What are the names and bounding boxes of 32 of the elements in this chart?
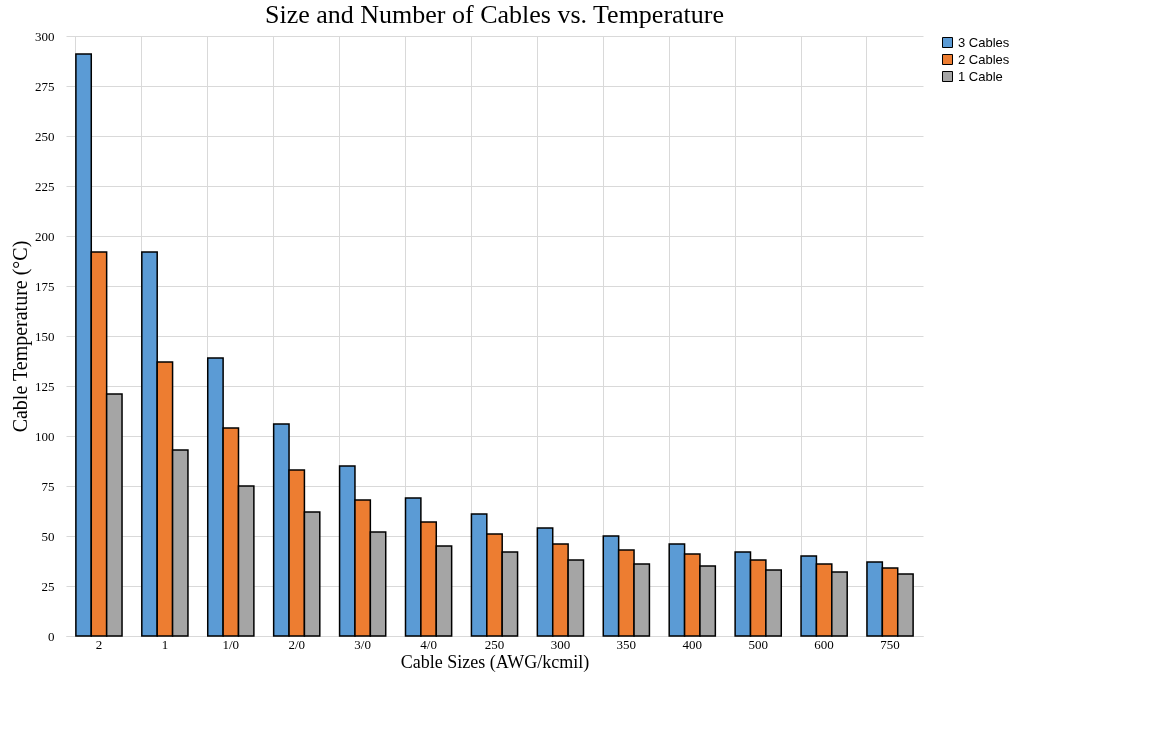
chart-title: Size and Number of Cables vs. Temperature — [264, 0, 725, 29]
y-tick-label: 25 — [41, 578, 55, 594]
y-tick-label: 175 — [35, 278, 55, 294]
y-tick-label: 75 — [41, 478, 55, 494]
y-tick-label: 50 — [41, 528, 55, 544]
x-tick-label: 3/0 — [354, 636, 371, 652]
x-tick-label: 400 — [682, 636, 703, 652]
x-tick-label: 1 — [161, 636, 169, 652]
y-tick-label: 150 — [35, 328, 55, 344]
x-tick-label: 750 — [880, 636, 900, 652]
y-tick-label: 125 — [35, 378, 55, 394]
y-tick-label: 0 — [48, 628, 55, 644]
x-tick-label: 2/0 — [288, 636, 306, 652]
y-tick-label: 275 — [35, 78, 55, 94]
x-tick-label: 2 — [95, 636, 103, 652]
y-tick-label: 200 — [35, 228, 55, 244]
x-tick-label: 250 — [484, 636, 505, 652]
x-tick-label: 600 — [814, 636, 834, 652]
legend-label: 1 Cable — [958, 68, 1003, 84]
y-tick-label: 225 — [35, 178, 55, 194]
y-tick-label: 250 — [35, 128, 55, 144]
y-tick-label: 300 — [35, 28, 55, 44]
y-axis-title: Cable Temperature (°C) — [9, 240, 32, 433]
legend-label: 3 Cables — [958, 34, 1010, 50]
y-tick-label: 100 — [35, 428, 55, 444]
x-tick-label: 500 — [748, 636, 768, 652]
legend-label: 2 Cables — [958, 51, 1010, 67]
x-tick-label: 300 — [550, 636, 571, 652]
x-axis-title: Cable Sizes (AWG/kcmil) — [400, 651, 590, 673]
x-tick-label: 4/0 — [420, 636, 437, 652]
x-tick-label: 1/0 — [222, 636, 240, 652]
x-tick-label: 350 — [616, 636, 637, 652]
